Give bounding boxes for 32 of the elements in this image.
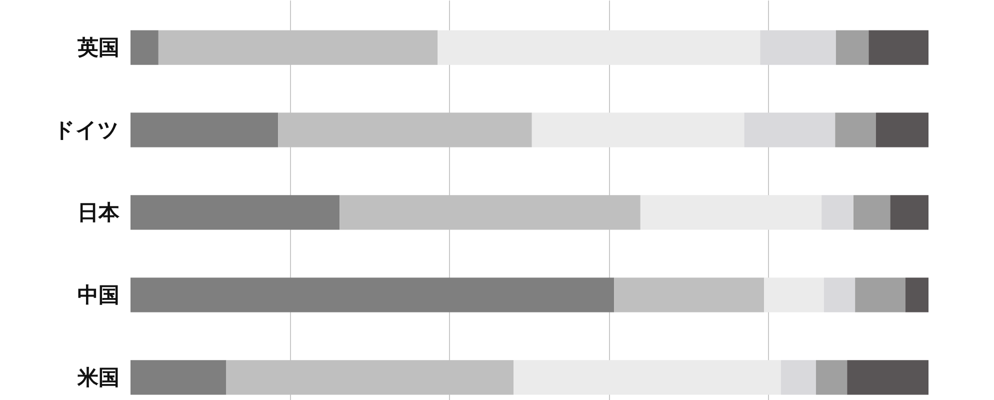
bar	[868, 30, 928, 65]
bar	[760, 30, 836, 65]
y-tick-label: 英国	[76, 36, 120, 60]
bar	[438, 30, 760, 65]
y-tick-label: 中国	[78, 282, 120, 307]
bar	[835, 112, 876, 148]
bar	[532, 112, 744, 148]
bar	[836, 30, 869, 65]
y-tick-label: 日本	[78, 200, 120, 224]
bar	[744, 112, 836, 148]
bar	[130, 278, 614, 312]
bar	[130, 30, 158, 65]
bar	[764, 278, 824, 312]
bar	[340, 195, 640, 230]
bar	[640, 195, 822, 230]
bar	[822, 195, 854, 230]
bar	[847, 360, 928, 395]
y-tick-label: ドイツ	[54, 118, 120, 142]
y-tick-label: 米国	[76, 365, 120, 390]
bar	[130, 112, 278, 148]
bar	[514, 360, 781, 395]
bar	[876, 112, 928, 148]
bar	[816, 360, 848, 395]
bar	[614, 278, 764, 312]
bar	[780, 360, 816, 395]
bar	[855, 278, 906, 312]
bar	[130, 360, 226, 395]
bar	[853, 195, 890, 230]
bar	[824, 278, 856, 312]
bar	[905, 278, 928, 312]
bar	[890, 195, 928, 230]
bar	[130, 195, 340, 230]
